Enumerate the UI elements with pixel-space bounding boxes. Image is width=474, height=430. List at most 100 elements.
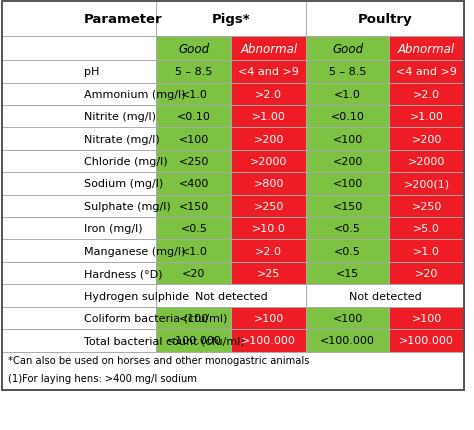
- Text: >10.0: >10.0: [252, 224, 286, 234]
- Bar: [306, 218, 389, 240]
- Bar: [2, 195, 156, 218]
- Text: <100.000: <100.000: [320, 335, 375, 346]
- Text: <15: <15: [336, 268, 359, 279]
- Bar: [231, 329, 306, 352]
- Text: pH: pH: [84, 67, 100, 77]
- Text: >200(1): >200(1): [403, 179, 450, 189]
- Bar: [156, 285, 306, 307]
- Text: >100: >100: [411, 313, 442, 323]
- Bar: [2, 173, 156, 195]
- Text: Abnormal: Abnormal: [398, 43, 455, 56]
- Text: Poultry: Poultry: [358, 13, 412, 26]
- Bar: [231, 61, 306, 83]
- Text: Pigs*: Pigs*: [212, 13, 251, 26]
- Bar: [306, 195, 389, 218]
- Bar: [306, 150, 389, 173]
- Bar: [231, 106, 306, 128]
- Text: Sodium (mg/l): Sodium (mg/l): [84, 179, 164, 189]
- Text: <0.10: <0.10: [331, 112, 365, 122]
- Bar: [156, 218, 231, 240]
- Text: >1.00: >1.00: [252, 112, 286, 122]
- Bar: [2, 61, 156, 83]
- Text: <400: <400: [179, 179, 209, 189]
- Bar: [389, 150, 464, 173]
- Bar: [306, 307, 389, 329]
- Bar: [306, 240, 389, 262]
- Bar: [2, 240, 156, 262]
- Text: >250: >250: [254, 201, 284, 212]
- Bar: [2, 262, 156, 285]
- Bar: [231, 128, 306, 150]
- Bar: [306, 106, 389, 128]
- Bar: [156, 262, 231, 285]
- Text: Sulphate (mg/l): Sulphate (mg/l): [84, 201, 171, 212]
- Text: Coliform bacteria (cfu/ml): Coliform bacteria (cfu/ml): [84, 313, 228, 323]
- Bar: [389, 106, 464, 128]
- Text: <100: <100: [333, 313, 363, 323]
- Bar: [2, 218, 156, 240]
- Bar: [306, 37, 389, 61]
- Bar: [231, 240, 306, 262]
- Text: Hydrogen sulphide: Hydrogen sulphide: [84, 291, 189, 301]
- Bar: [231, 173, 306, 195]
- Bar: [156, 83, 231, 106]
- Bar: [389, 240, 464, 262]
- Text: <4 and >9: <4 and >9: [396, 67, 457, 77]
- Bar: [231, 37, 306, 61]
- Bar: [156, 195, 231, 218]
- Bar: [231, 150, 306, 173]
- Text: >2000: >2000: [250, 157, 287, 167]
- Text: Iron (mg/l): Iron (mg/l): [84, 224, 143, 234]
- Bar: [306, 128, 389, 150]
- Bar: [156, 128, 231, 150]
- Bar: [389, 195, 464, 218]
- Text: Ammonium (mg/l): Ammonium (mg/l): [84, 89, 186, 100]
- Text: <100: <100: [333, 134, 363, 144]
- Text: Nitrite (mg/l): Nitrite (mg/l): [84, 112, 156, 122]
- Bar: [389, 37, 464, 61]
- Text: Chloride (mg/l): Chloride (mg/l): [84, 157, 168, 167]
- Text: >2.0: >2.0: [413, 89, 440, 100]
- Bar: [306, 2, 464, 37]
- Bar: [156, 37, 231, 61]
- Text: >200: >200: [411, 134, 442, 144]
- Text: <20: <20: [182, 268, 206, 279]
- Text: <100: <100: [333, 179, 363, 189]
- Text: <150: <150: [333, 201, 363, 212]
- Text: <1.0: <1.0: [181, 246, 207, 256]
- Bar: [389, 128, 464, 150]
- Text: <0.5: <0.5: [334, 246, 361, 256]
- Bar: [2, 329, 156, 352]
- Bar: [306, 61, 389, 83]
- Text: <0.10: <0.10: [177, 112, 211, 122]
- Text: <150: <150: [179, 201, 209, 212]
- Bar: [2, 2, 156, 37]
- Text: >1.00: >1.00: [410, 112, 444, 122]
- Bar: [389, 329, 464, 352]
- Text: <4 and >9: <4 and >9: [238, 67, 299, 77]
- Bar: [2, 285, 156, 307]
- Text: >1.0: >1.0: [413, 246, 440, 256]
- Bar: [389, 61, 464, 83]
- Bar: [306, 173, 389, 195]
- Text: <200: <200: [332, 157, 363, 167]
- Text: <100: <100: [179, 313, 209, 323]
- Bar: [156, 173, 231, 195]
- Text: Nitrate (mg/l): Nitrate (mg/l): [84, 134, 160, 144]
- Bar: [306, 329, 389, 352]
- Text: <250: <250: [179, 157, 209, 167]
- Bar: [389, 307, 464, 329]
- Bar: [156, 2, 306, 37]
- Text: Good: Good: [178, 43, 210, 56]
- Bar: [2, 83, 156, 106]
- Bar: [156, 307, 231, 329]
- Bar: [2, 37, 156, 61]
- Text: <0.5: <0.5: [181, 224, 207, 234]
- Text: Total bacterial count (cfu/ml): Total bacterial count (cfu/ml): [84, 335, 245, 346]
- Text: 5 – 8.5: 5 – 8.5: [329, 67, 366, 77]
- Text: Parameter: Parameter: [84, 13, 163, 26]
- Text: >100.000: >100.000: [399, 335, 454, 346]
- Bar: [389, 83, 464, 106]
- Text: Manganese (mg/l): Manganese (mg/l): [84, 246, 185, 256]
- Text: >2.0: >2.0: [255, 89, 282, 100]
